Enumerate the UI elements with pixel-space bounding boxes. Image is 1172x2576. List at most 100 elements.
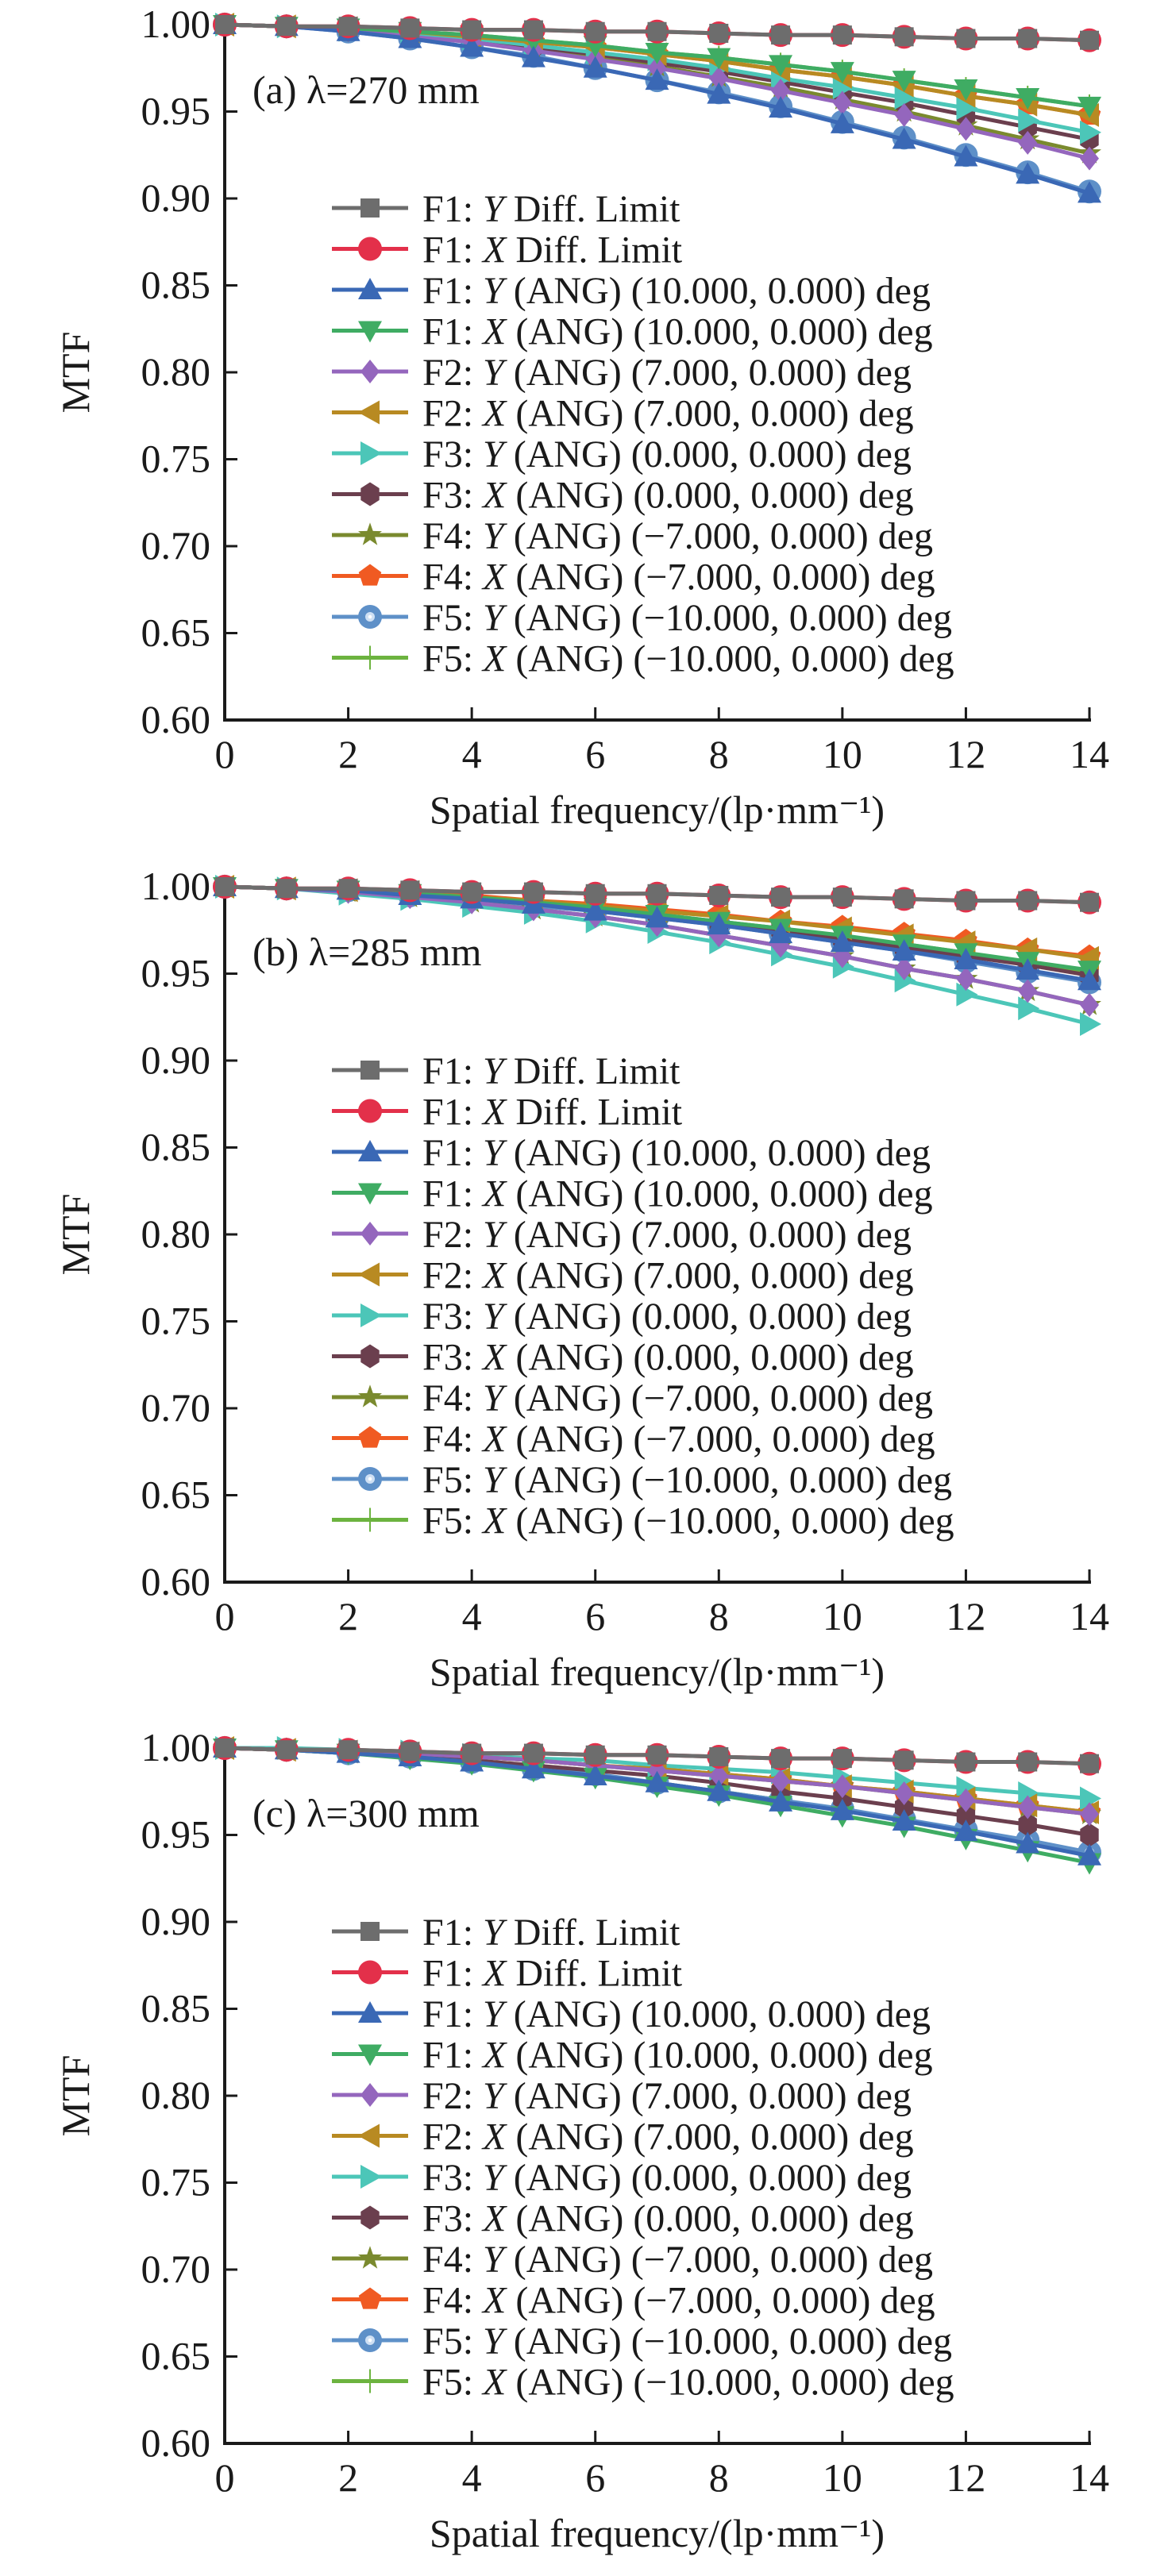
data-point [1080,146,1099,171]
data-point [585,21,605,41]
data-point [1080,892,1099,912]
legend-label: F3: Y (ANG) (0.000, 0.000) deg [422,2157,912,2199]
y-tick-label: 0.65 [141,2334,211,2378]
data-point [1080,992,1099,1017]
data-point [523,20,543,40]
data-point [1078,181,1101,203]
legend-marker-icon [358,2328,382,2352]
data-point [521,45,546,67]
data-point [832,90,852,115]
x-tick-label: 14 [1070,2455,1109,2500]
legend-label: F1: Y (ANG) (10.000, 0.000) deg [422,1993,931,2035]
legend-item: F1: X (ANG) (10.000, 0.000) deg [332,311,933,353]
data-point [276,879,296,899]
data-point [894,27,914,47]
legend-item: F1: Y (ANG) (10.000, 0.000) deg [332,1993,931,2035]
data-point [894,85,916,110]
data-point [892,1808,916,1831]
legend-item: F1: Y Diff. Limit [332,188,680,230]
data-point [709,66,729,90]
x-tick-label: 6 [585,2455,605,2500]
data-point [338,879,358,899]
y-tick-label: 0.95 [141,1812,211,1857]
data-point [215,877,234,896]
legend-item: F5: Y (ANG) (−10.000, 0.000) deg [332,2320,952,2362]
data-point [1018,979,1038,1003]
data-point [894,1795,914,1819]
data-point [1080,120,1101,144]
y-tick-label: 0.90 [141,1899,211,1943]
legend-item: F4: Y (ANG) (−7.000, 0.000) deg [332,1377,933,1419]
y-tick-label: 1.00 [141,864,211,908]
data-point [1018,108,1040,133]
y-tick-label: 0.95 [141,951,211,995]
legend-label: F5: X (ANG) (−10.000, 0.000) deg [422,2362,954,2404]
data-point [645,906,669,928]
data-point [460,35,484,57]
legend-item: F2: Y (ANG) (7.000, 0.000) deg [332,352,912,394]
data-point [645,68,669,90]
legend-label: F1: Y (ANG) (10.000, 0.000) deg [422,1132,931,1174]
data-point [956,982,978,1007]
data-point [832,1774,852,1799]
legend-marker-icon [360,482,380,506]
data-point [1018,891,1038,911]
x-tick-label: 4 [462,732,482,776]
legend-marker-icon [360,1922,380,1941]
data-point [276,1740,296,1760]
legend-item: F1: X (ANG) (10.000, 0.000) deg [332,2035,933,2077]
legend-item: F1: Y Diff. Limit [332,1912,680,1954]
data-point [647,1745,667,1765]
legend-marker-icon [360,2205,380,2230]
legend-item: F5: X (ANG) (−10.000, 0.000) deg [332,1500,954,1542]
data-point [832,944,852,968]
y-axis-title: MTF [53,2055,98,2137]
data-point [771,79,791,103]
y-tick-label: 0.60 [141,697,211,741]
data-point [645,1770,669,1792]
y-tick-label: 0.60 [141,1559,211,1604]
data-point [956,117,976,141]
x-tick-label: 8 [709,1594,729,1638]
data-point [892,71,916,93]
data-point [1018,1812,1037,1837]
legend-label: F3: X (ANG) (0.000, 0.000) deg [422,2198,914,2240]
series-f1y_diff [215,877,1099,912]
legend-item: F3: Y (ANG) (0.000, 0.000) deg [332,2157,912,2199]
data-point [1078,1843,1101,1866]
legend-item: F3: X (ANG) (0.000, 0.000) deg [332,475,914,517]
data-point [769,55,793,77]
legend-label: F1: X Diff. Limit [422,1092,683,1134]
legend-item: F3: X (ANG) (0.000, 0.000) deg [332,2198,914,2240]
data-point [956,29,976,48]
x-tick-label: 14 [1070,732,1109,776]
x-tick-label: 0 [215,1594,235,1638]
series-f1y_diff [215,15,1099,50]
y-tick-label: 0.65 [141,1473,211,1517]
data-point [956,96,978,121]
data-point [647,1758,667,1783]
legend-label: F4: X (ANG) (−7.000, 0.000) deg [422,1419,935,1461]
legend-marker-icon [358,522,382,545]
y-tick-label: 0.90 [141,175,211,220]
legend-marker-icon [358,1384,382,1407]
legend-marker-icon [360,360,380,383]
data-point [830,62,854,84]
data-point [956,1804,976,1828]
data-point [462,20,482,40]
y-tick-label: 0.85 [141,1125,211,1169]
data-point [1080,1754,1099,1773]
legend-item: F2: Y (ANG) (7.000, 0.000) deg [332,1214,912,1256]
data-point [956,891,976,911]
data-point [647,884,667,903]
data-point [954,1819,978,1842]
legend-label: F3: Y (ANG) (0.000, 0.000) deg [422,1296,912,1338]
legend-item: F5: Y (ANG) (−10.000, 0.000) deg [332,597,952,639]
data-point [1080,1012,1101,1037]
legend-label: F5: Y (ANG) (−10.000, 0.000) deg [422,597,952,639]
mtf-chart-a: 0.60 0.65 0.70 0.75 0.80 0.85 0.90 0.95 1.00 0 2 4 6… [53,2,1109,832]
legend-item: F5: X (ANG) (−10.000, 0.000) deg [332,638,954,680]
data-point [894,889,914,909]
legend-label: F5: Y (ANG) (−10.000, 0.000) deg [422,2320,952,2362]
